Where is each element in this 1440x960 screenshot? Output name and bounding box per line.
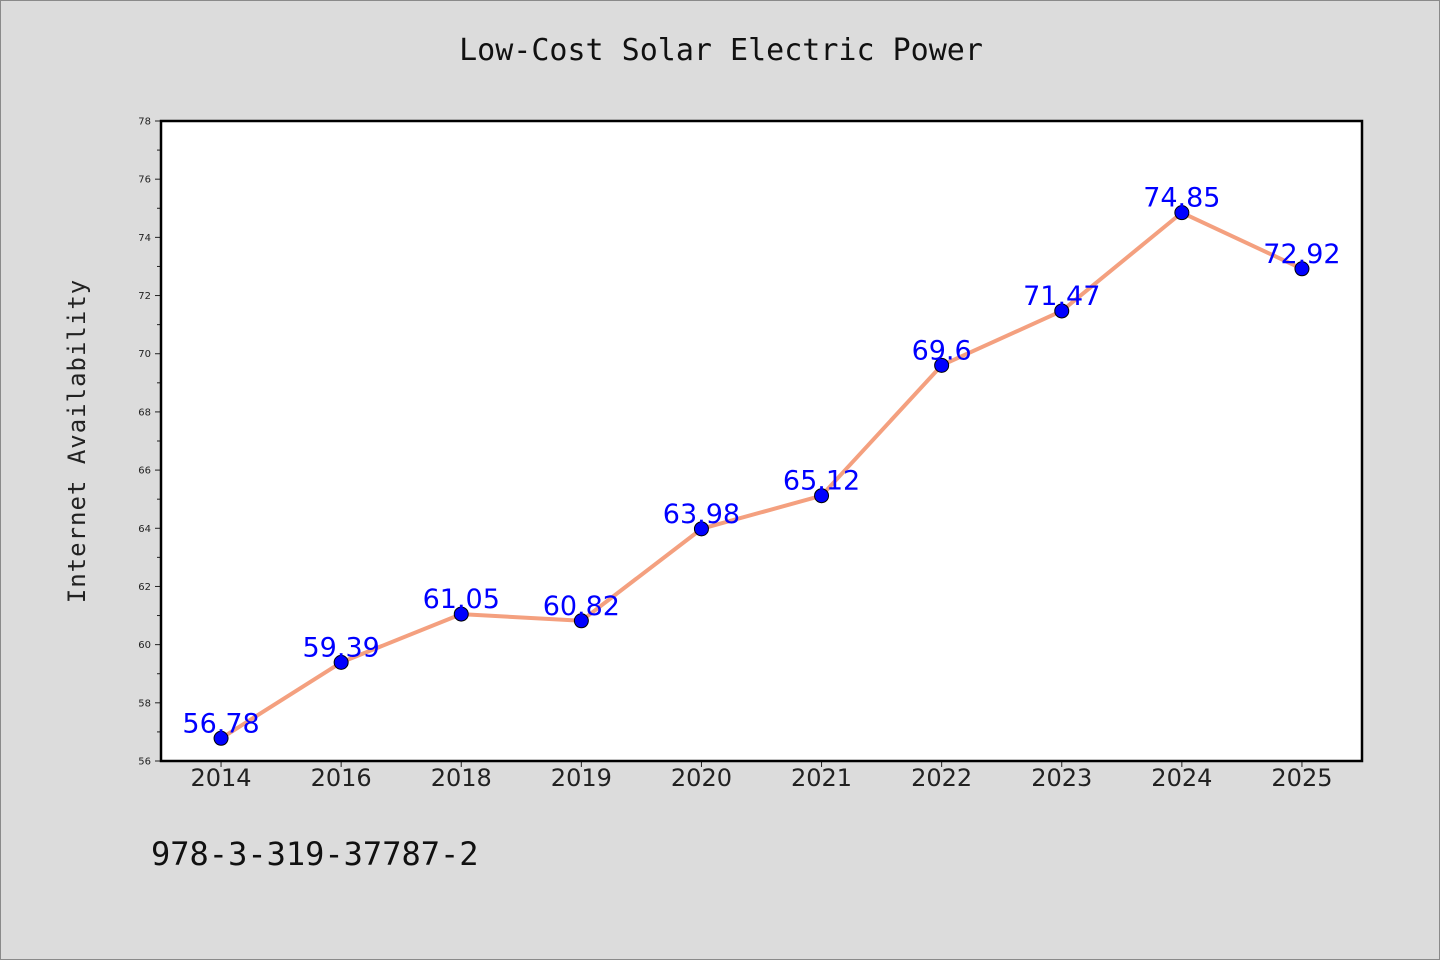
data-label: 72.92: [1263, 239, 1340, 270]
data-point: [814, 488, 830, 504]
chart-title: Low-Cost Solar Electric Power: [459, 33, 983, 68]
data-point: [453, 606, 469, 622]
x-tick-label: 2023: [1031, 764, 1092, 792]
data-point: [213, 730, 229, 746]
data-label: 56.78: [182, 708, 259, 739]
x-tick-label: 2016: [311, 764, 372, 792]
data-point: [333, 654, 349, 670]
y-tick-label: 74: [138, 233, 151, 244]
y-tick-label: 62: [138, 582, 151, 593]
y-tick-label: 66: [138, 466, 151, 477]
data-point: [573, 613, 589, 629]
data-point: [934, 357, 950, 373]
plot-frame: [159, 119, 1364, 763]
data-label: 60.82: [543, 591, 620, 622]
x-tick-label: 2021: [791, 764, 852, 792]
x-tick-label: 2020: [671, 764, 732, 792]
x-tick-label: 2014: [191, 764, 252, 792]
data-point: [1054, 303, 1070, 319]
y-tick-label: 76: [138, 175, 151, 186]
y-tick-label: 70: [138, 349, 151, 360]
data-label: 74.85: [1143, 183, 1220, 214]
data-label: 63.98: [663, 499, 740, 530]
y-tick-label: 56: [138, 757, 151, 768]
data-label: 69.6: [912, 335, 972, 366]
isbn-text: 978-3-319-37787-2: [151, 835, 479, 873]
y-tick-label: 72: [138, 291, 151, 302]
data-label: 65.12: [783, 466, 860, 497]
y-tick-label: 58: [138, 698, 151, 709]
y-tick-label: 64: [138, 524, 151, 535]
data-label: 71.47: [1023, 281, 1100, 312]
x-tick-label: 2022: [911, 764, 972, 792]
data-label: 61.05: [423, 584, 500, 615]
data-point: [1294, 261, 1310, 277]
y-tick-label: 60: [138, 640, 151, 651]
x-tick-label: 2025: [1271, 764, 1332, 792]
data-label: 59.39: [303, 632, 380, 663]
x-tick-label: 2018: [431, 764, 492, 792]
data-point: [1174, 205, 1190, 221]
series-line: [219, 210, 1304, 741]
x-tick-label: 2019: [551, 764, 612, 792]
y-tick-label: 78: [138, 117, 151, 128]
x-tick-label: 2024: [1151, 764, 1212, 792]
y-tick-label: 68: [138, 407, 151, 418]
data-point: [693, 521, 709, 537]
